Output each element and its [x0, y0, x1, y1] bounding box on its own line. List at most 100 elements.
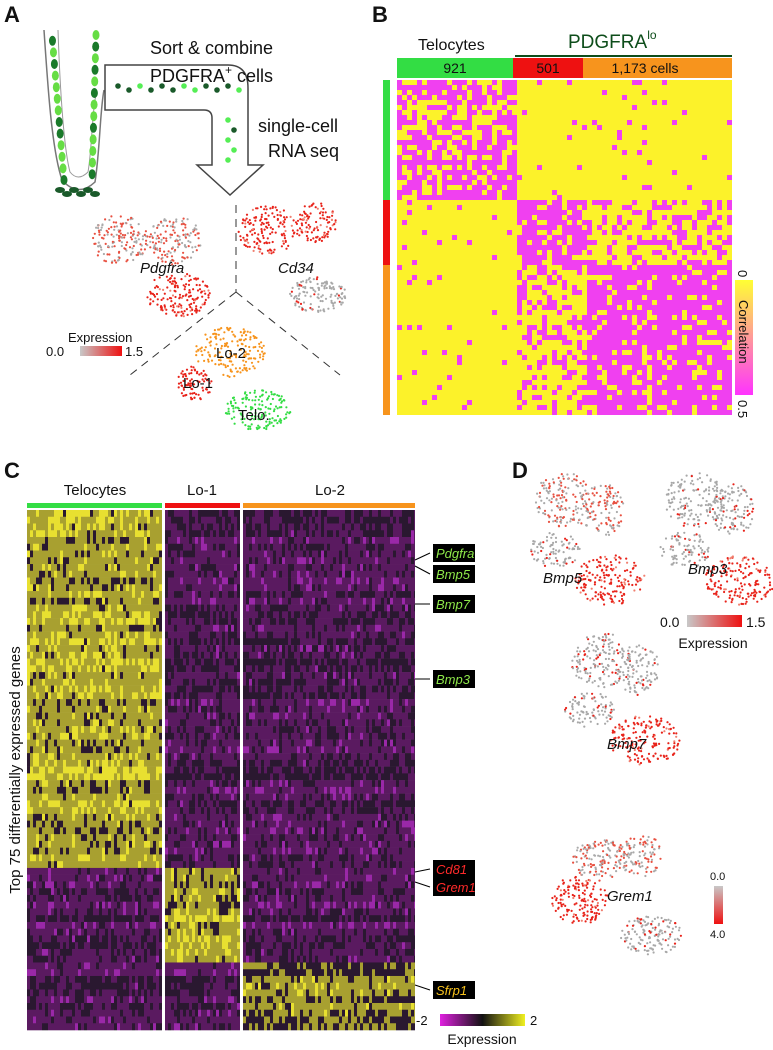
cell-dot [172, 304, 175, 307]
heat-cell [487, 150, 492, 155]
cell-dot [172, 229, 175, 232]
heat-cell [672, 175, 677, 180]
cell-dot [241, 343, 244, 346]
heat-cell [712, 265, 717, 270]
heat-cell [477, 170, 482, 175]
heat-cell [632, 145, 637, 150]
heat-cell [397, 155, 402, 160]
heat-cell [557, 170, 562, 175]
group-bar [383, 265, 390, 415]
cell-dot [195, 345, 198, 348]
heat-cell [407, 230, 412, 235]
heat-cell [692, 145, 697, 150]
heat-cell [587, 165, 592, 170]
cell-dot [193, 277, 196, 280]
cell-dot [274, 231, 277, 234]
heat-cell [572, 90, 577, 95]
heat-cell [487, 260, 492, 265]
heat-cell [642, 200, 647, 205]
heat-cell [472, 195, 477, 200]
heat-cell [542, 110, 547, 115]
heat-cell [677, 200, 682, 205]
heat-cell [637, 140, 642, 145]
heat-cell [557, 200, 562, 205]
heat-cell [537, 295, 542, 300]
heat-cell [437, 170, 442, 175]
heat-cell [492, 180, 497, 185]
heat-cell [452, 280, 457, 285]
heat-cell [592, 340, 597, 345]
heat-cell [412, 275, 417, 280]
cell-dot [183, 310, 186, 313]
heat-cell [502, 215, 507, 220]
heat-cell [672, 205, 677, 210]
cell-dot [239, 348, 242, 351]
heat-cell [632, 325, 637, 330]
heat-cell [452, 225, 457, 230]
heat-cell [572, 270, 577, 275]
cell-dot [283, 225, 286, 228]
heat-cell [567, 90, 572, 95]
cell-dot [232, 404, 235, 408]
heat-cell [662, 350, 667, 355]
heat-cell [722, 235, 727, 240]
heat-cell [612, 85, 617, 90]
heat-cell [402, 350, 407, 355]
cell-dot [276, 422, 279, 425]
heat-cell [462, 355, 467, 360]
heat-cell [667, 325, 672, 330]
heat-cell [717, 185, 722, 190]
cell-dot [237, 230, 240, 233]
heat-cell [722, 230, 727, 235]
heat-cell [522, 115, 527, 120]
heat-cell [602, 200, 607, 205]
heat-cell [667, 270, 672, 275]
cell-dot [226, 402, 229, 405]
heat-cell [442, 220, 447, 225]
heat-cell [652, 185, 657, 190]
heat-cell [657, 195, 662, 200]
heat-cell [577, 250, 582, 255]
heat-cell [417, 245, 422, 250]
heat-cell [617, 210, 622, 215]
heat-cell [707, 210, 712, 215]
heat-cell [507, 115, 512, 120]
heat-cell [397, 300, 402, 305]
heat-cell [647, 300, 652, 305]
heat-cell [477, 260, 482, 265]
heat-cell [697, 315, 702, 320]
heat-cell [697, 195, 702, 200]
heat-cell [467, 85, 472, 90]
heat-cell [437, 85, 442, 90]
heat-cell [667, 180, 672, 185]
heat-cell [717, 235, 722, 240]
heat-cell [482, 235, 487, 240]
heat-cell [642, 125, 647, 130]
heat-cell [622, 150, 627, 155]
heat-cell [427, 305, 432, 310]
gene-label: Pdgfra [140, 260, 184, 277]
heat-cell [407, 195, 412, 200]
heat-cell [422, 105, 427, 110]
heat-cell [592, 265, 597, 270]
cell-dot [197, 348, 200, 351]
cell-dot [233, 416, 236, 419]
heat-cell [537, 215, 542, 220]
heat-cell [462, 235, 467, 240]
heat-cell [417, 220, 422, 225]
heat-cell [462, 220, 467, 225]
heat-cell [482, 180, 487, 185]
heat-cell [537, 190, 542, 195]
heat-cell [712, 165, 717, 170]
heat-cell [572, 135, 577, 140]
heat-cell [602, 260, 607, 265]
heat-cell [442, 300, 447, 305]
heat-cell [707, 125, 712, 130]
heat-cell [582, 90, 587, 95]
heat-cell [702, 185, 707, 190]
cell-dot [186, 299, 189, 302]
heat-cell [412, 180, 417, 185]
heat-cell [692, 225, 697, 230]
cell-dot [320, 239, 323, 242]
heat-cell [402, 125, 407, 130]
